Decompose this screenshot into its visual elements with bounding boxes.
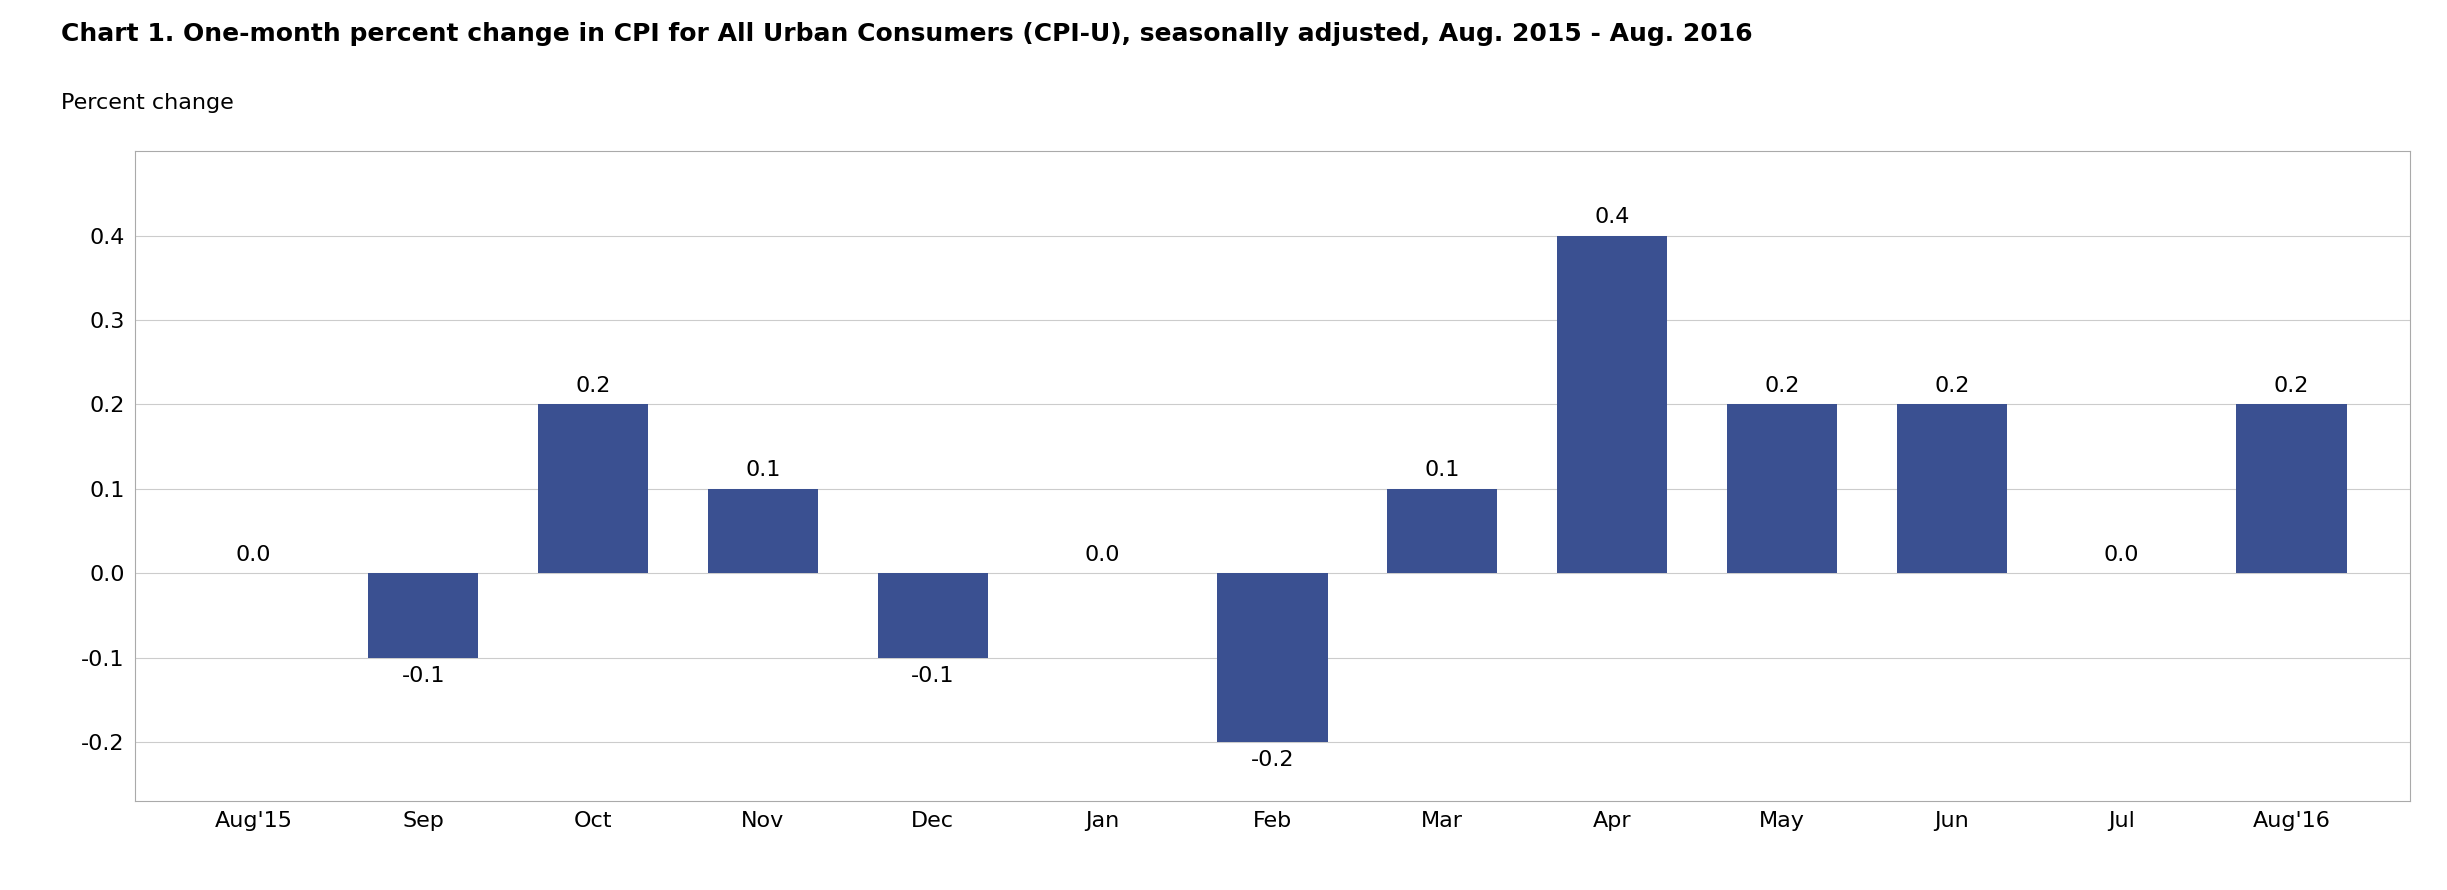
Text: 0.0: 0.0 [235, 545, 272, 565]
Bar [1216, 573, 1329, 742]
Bar [878, 573, 989, 658]
Text: -0.1: -0.1 [401, 666, 445, 686]
Bar [1728, 404, 1838, 573]
Text: 0.2: 0.2 [575, 376, 612, 396]
Text: 0.2: 0.2 [1933, 376, 1970, 396]
Text: -0.1: -0.1 [910, 666, 954, 686]
Bar [2237, 404, 2347, 573]
Text: Percent change: Percent change [61, 93, 235, 113]
Text: 0.0: 0.0 [1084, 545, 1121, 565]
Text: 0.2: 0.2 [2273, 376, 2310, 396]
Bar [1387, 489, 1498, 573]
Text: 0.0: 0.0 [2104, 545, 2139, 565]
Text: -0.2: -0.2 [1250, 750, 1294, 771]
Text: Chart 1. One-month percent change in CPI for All Urban Consumers (CPI-U), season: Chart 1. One-month percent change in CPI… [61, 22, 1752, 46]
Bar [538, 404, 648, 573]
Text: 0.1: 0.1 [746, 460, 781, 481]
Text: 0.1: 0.1 [1424, 460, 1461, 481]
Bar [367, 573, 480, 658]
Bar [1556, 236, 1666, 573]
Bar [707, 489, 817, 573]
Text: 0.2: 0.2 [1764, 376, 1799, 396]
Text: 0.4: 0.4 [1595, 207, 1630, 227]
Bar [1896, 404, 2007, 573]
